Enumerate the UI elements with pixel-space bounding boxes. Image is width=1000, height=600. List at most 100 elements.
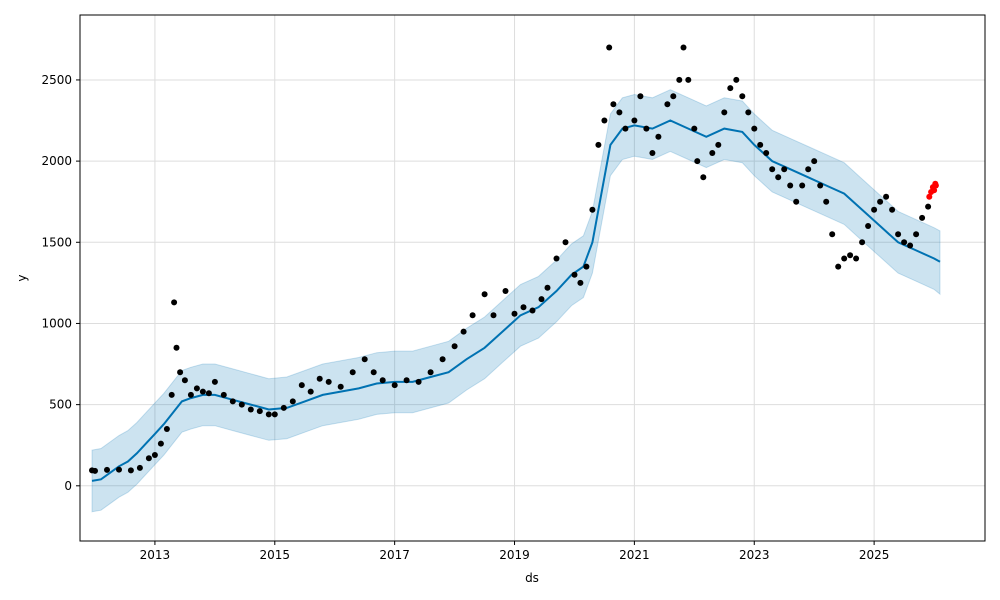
observed-point: [694, 158, 701, 165]
plot-background: [80, 15, 985, 541]
observed-point: [280, 404, 287, 411]
observed-point: [181, 377, 188, 384]
x-axis-label: ds: [525, 571, 539, 585]
observed-point: [211, 378, 218, 385]
y-tick-label: 1000: [41, 316, 72, 330]
observed-point: [811, 158, 818, 165]
observed-point: [205, 390, 212, 397]
observed-point: [865, 223, 872, 229]
observed-point: [793, 198, 800, 205]
x-tick-label: 2023: [739, 548, 770, 562]
observed-point: [841, 255, 848, 262]
x-tick-label: 2017: [379, 548, 410, 562]
observed-point: [745, 109, 752, 116]
observed-point: [157, 440, 164, 447]
observed-point: [769, 166, 776, 173]
observed-point: [775, 174, 782, 181]
x-tick-label: 2019: [499, 548, 530, 562]
x-tick-label: 2015: [260, 548, 291, 562]
observed-point: [781, 166, 788, 173]
observed-point: [715, 141, 722, 148]
observed-point: [631, 117, 638, 124]
observed-point: [637, 93, 644, 100]
observed-point: [571, 271, 578, 278]
observed-point: [199, 388, 206, 395]
observed-point: [577, 279, 584, 286]
forecast-line: [91, 119, 941, 482]
observed-points-layer: [89, 44, 932, 474]
observed-point: [316, 375, 323, 382]
observed-point: [919, 214, 926, 221]
observed-point: [643, 125, 650, 132]
x-axis-ticks: 2013 2015 2017 2019 2021 2023 2025: [140, 541, 890, 562]
observed-point: [670, 93, 677, 100]
observed-point: [325, 378, 332, 385]
observed-point: [606, 44, 613, 51]
observed-point: [733, 76, 740, 83]
observed-point: [116, 466, 122, 473]
observed-point: [415, 378, 422, 385]
observed-point: [439, 356, 446, 363]
observed-point: [127, 467, 134, 474]
observed-point: [589, 206, 596, 213]
recent-point: [932, 182, 939, 189]
observed-point: [370, 369, 377, 376]
observed-point: [168, 391, 175, 398]
observed-point: [727, 85, 734, 92]
observed-point: [220, 391, 227, 398]
x-tick-label: 2021: [619, 548, 650, 562]
observed-point: [553, 255, 560, 262]
y-tick-label: 2000: [41, 154, 72, 168]
forecast-line-layer: [91, 119, 941, 482]
observed-point: [883, 193, 890, 200]
y-axis-ticks: 0 500 1000 1500 2000 2500: [41, 73, 80, 493]
observed-point: [265, 411, 272, 418]
observed-point: [835, 263, 842, 270]
observed-point: [289, 398, 296, 405]
observed-point: [427, 369, 434, 376]
observed-point: [901, 239, 908, 246]
observed-point: [895, 231, 902, 238]
observed-point: [171, 299, 178, 306]
observed-point: [763, 150, 770, 156]
observed-point: [391, 382, 398, 389]
observed-point: [691, 125, 698, 132]
observed-point: [676, 76, 683, 83]
observed-point: [757, 141, 764, 148]
observed-point: [859, 239, 866, 246]
observed-point: [622, 125, 629, 132]
observed-point: [173, 344, 180, 351]
observed-point: [490, 312, 497, 319]
observed-point: [805, 166, 812, 173]
observed-point: [799, 182, 806, 189]
observed-point: [853, 255, 860, 262]
observed-point: [92, 467, 98, 474]
observed-point: [337, 383, 344, 390]
observed-point: [685, 76, 692, 83]
uncertainty-band: [91, 89, 941, 513]
observed-point: [544, 284, 551, 291]
recent-point: [931, 187, 938, 194]
x-tick-label: 2025: [859, 548, 890, 562]
observed-point: [187, 391, 194, 398]
y-tick-label: 2500: [41, 73, 72, 87]
y-tick-label: 500: [49, 398, 72, 412]
observed-point: [823, 198, 830, 205]
observed-point: [538, 296, 545, 303]
observed-point: [145, 455, 152, 462]
observed-point: [349, 369, 356, 376]
observed-point: [379, 377, 386, 384]
observed-point: [721, 109, 728, 116]
recent-point: [926, 193, 933, 200]
observed-point: [817, 182, 824, 189]
observed-point: [562, 239, 569, 246]
x-tick-label: 2013: [140, 548, 171, 562]
observed-point: [871, 206, 878, 213]
observed-point: [907, 242, 914, 249]
observed-point: [520, 304, 527, 311]
observed-point: [847, 252, 854, 259]
observed-point: [481, 291, 488, 298]
observed-point: [700, 174, 707, 181]
y-axis-label: y: [15, 274, 29, 281]
observed-point: [751, 125, 758, 132]
